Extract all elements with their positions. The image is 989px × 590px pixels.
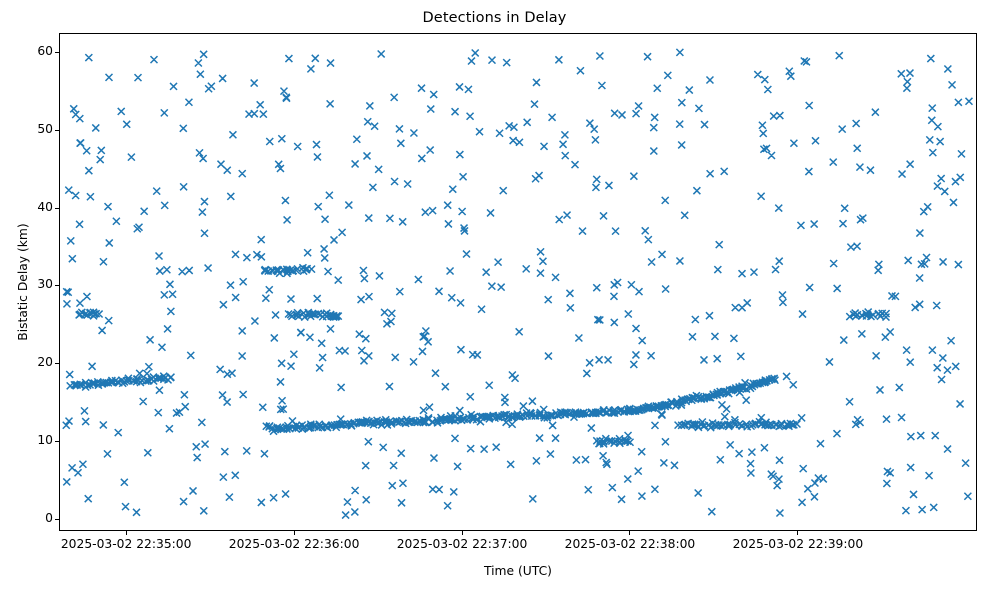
x-axis-tick-mark [797, 531, 799, 535]
scatter-series [62, 48, 973, 520]
x-axis-label: Time (UTC) [484, 564, 552, 578]
y-axis-tick-label: 40 [37, 199, 53, 214]
y-axis-tick-mark [55, 441, 59, 443]
y-axis-tick-mark [55, 51, 59, 53]
y-axis-tick-labels: 0 10 20 30 40 50 60 [0, 0, 53, 590]
x-axis-tick-mark [125, 531, 127, 535]
y-axis-tick-label: 60 [37, 43, 53, 58]
y-axis-tick-mark [55, 129, 59, 131]
scatter-marker-path [62, 48, 973, 520]
y-axis-tick-mark [55, 285, 59, 287]
y-axis-tick-label: 50 [37, 121, 53, 136]
y-axis-tick-label: 0 [45, 510, 53, 525]
y-axis-tick-mark [55, 363, 59, 365]
page-title: Detections in Delay [422, 10, 567, 26]
x-axis-tick-mark [461, 531, 463, 535]
y-axis-tick-mark [55, 518, 59, 520]
x-axis-tick-mark [629, 531, 631, 535]
y-axis-tick-label: 20 [37, 355, 53, 370]
x-axis-tick-label: 2025-03-02 22:39:00 [732, 537, 864, 551]
x-axis-tick-label: 2025-03-02 22:35:00 [60, 537, 192, 551]
scatter-points [62, 48, 973, 520]
x-axis-tick-mark [293, 531, 295, 535]
y-axis-label: Bistatic Delay (km) [16, 223, 30, 341]
x-axis-tick-label: 2025-03-02 22:37:00 [396, 537, 528, 551]
y-axis-tick-label: 10 [37, 433, 53, 448]
plot-area [59, 33, 977, 531]
y-axis-tick-mark [55, 207, 59, 209]
y-axis-tick-label: 30 [37, 277, 53, 292]
x-axis-tick-label: 2025-03-02 22:36:00 [228, 537, 360, 551]
x-axis-tick-label: 2025-03-02 22:38:00 [564, 537, 696, 551]
